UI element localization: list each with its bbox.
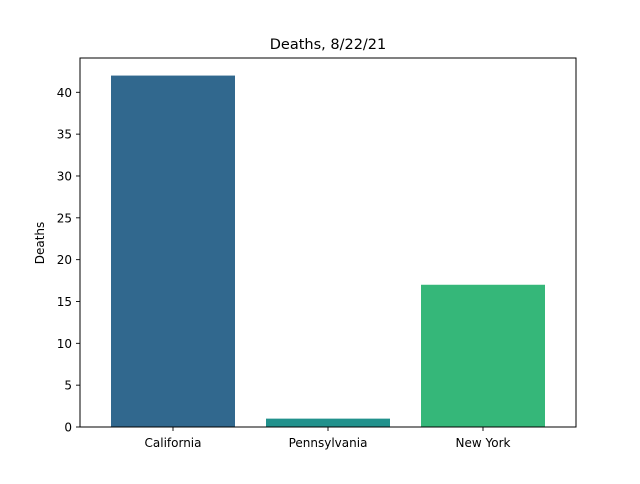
- chart-title: Deaths, 8/22/21: [270, 37, 387, 53]
- y-axis-ticks: 0 5 10 15 20 25 30 35 40: [57, 86, 80, 435]
- plot-area-frame: [79, 57, 577, 428]
- bar-california: [111, 75, 235, 428]
- y-tick-label: 40: [57, 86, 72, 100]
- y-tick-label: 0: [64, 421, 72, 435]
- y-tick-label: 25: [57, 211, 72, 225]
- y-tick-label: 5: [64, 379, 72, 393]
- x-tick-label: California: [145, 436, 202, 450]
- y-tick-label: 35: [57, 128, 72, 142]
- x-tick-label: Pennsylvania: [289, 436, 368, 450]
- y-axis-label: Deaths: [33, 222, 47, 265]
- bars-group: [111, 75, 545, 428]
- bar-pennsylvania: [266, 418, 390, 427]
- y-tick-label: 10: [57, 337, 72, 351]
- y-tick-label: 15: [57, 295, 72, 309]
- y-tick-label: 30: [57, 169, 72, 183]
- x-tick-label: New York: [456, 436, 511, 450]
- x-axis-ticks: California Pennsylvania New York: [145, 427, 511, 450]
- y-tick-label: 20: [57, 253, 72, 267]
- bar-new-york: [421, 284, 545, 427]
